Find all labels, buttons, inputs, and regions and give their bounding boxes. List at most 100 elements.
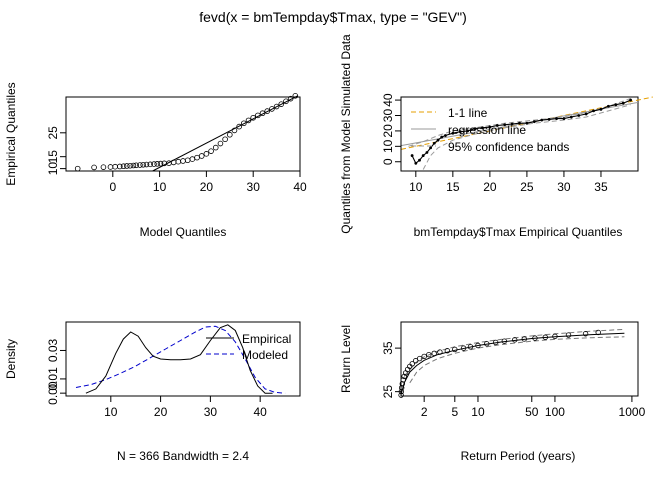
- qq2-point: [555, 117, 558, 120]
- qq-point: [264, 108, 271, 114]
- qq-y-tick-label: 25: [46, 126, 60, 140]
- qq2-point: [458, 130, 462, 134]
- return-point: [595, 329, 601, 336]
- qq2-point: [510, 122, 514, 126]
- qq2-point: [547, 117, 551, 121]
- qq-point: [140, 161, 147, 168]
- panel-density: Empirical Modeled 10 20 30 40 0.000.010.03 …: [4, 321, 301, 463]
- qq-xlabel: Model Quantiles: [140, 225, 227, 239]
- qq2-point: [518, 121, 521, 125]
- qq-point: [227, 131, 233, 138]
- qq-x-axis: 0 10 20 30 40: [109, 170, 307, 194]
- return-point: [421, 353, 427, 360]
- return-point: [460, 345, 467, 351]
- return-point: [565, 332, 572, 338]
- return-x-tick-label: 100: [545, 405, 565, 419]
- density-xlabel: N = 366 Bandwidth = 2.4: [117, 449, 249, 463]
- qq-point: [133, 162, 140, 169]
- qq-point: [278, 101, 285, 107]
- qq-point: [100, 164, 107, 170]
- qq-point: [184, 157, 191, 164]
- qq2-point: [414, 161, 418, 165]
- return-point: [399, 381, 406, 387]
- qq2-point: [418, 158, 421, 162]
- qq2-point: [592, 109, 595, 113]
- qq-point: [107, 164, 114, 170]
- return-point: [398, 385, 405, 391]
- qq2-y-tick-label: 10: [381, 139, 395, 153]
- return-x-axis: 2 5 10 50 100 1000: [421, 395, 646, 419]
- return-point: [532, 335, 538, 341]
- qq-point: [236, 123, 242, 130]
- density-x-axis: 10 20 30 40: [104, 395, 267, 419]
- return-y-tick-label: 35: [381, 341, 395, 355]
- qq2-legend: 1-1 line regression line 95% confidence …: [411, 106, 569, 154]
- qq2-point: [532, 120, 536, 124]
- return-point: [511, 337, 518, 343]
- return-x-tick-label: 10: [471, 405, 485, 419]
- return-point: [444, 348, 451, 354]
- return-x-tick-label: 2: [421, 405, 428, 419]
- qq2-point: [432, 141, 436, 145]
- return-y-axis: 25 35: [381, 341, 402, 398]
- qq2-point: [584, 112, 588, 116]
- legend-label-modeled: Modeled: [242, 348, 288, 362]
- qq2-point: [481, 126, 484, 130]
- qq-point: [231, 127, 238, 134]
- density-y-axis: 0.000.01 0.03: [46, 338, 67, 405]
- qq-point: [180, 158, 186, 164]
- qq-point: [198, 153, 205, 159]
- qq-point: [189, 156, 196, 162]
- density-y-tick-label: 0.00: [46, 381, 60, 405]
- qq2-point: [540, 118, 544, 122]
- return-xlabel: Return Period (years): [461, 449, 576, 463]
- qq2-ci-upper: [408, 98, 631, 147]
- qq-point: [91, 164, 97, 171]
- qq-point: [194, 154, 200, 161]
- return-point: [437, 349, 443, 355]
- qq2-point: [606, 104, 610, 108]
- return-x-tick-label: 5: [451, 405, 458, 419]
- qq-frame: [65, 96, 301, 172]
- qq2-point: [562, 117, 566, 120]
- return-point: [426, 351, 432, 358]
- density-marks: [75, 324, 286, 394]
- return-point: [542, 334, 549, 340]
- qq2-ylabel: Quantiles from Model Simulated Data: [339, 34, 353, 234]
- qq-y-tick-label: 10: [46, 162, 60, 176]
- qq-point: [154, 161, 161, 167]
- density-ylabel: Density: [4, 339, 18, 379]
- qq-point: [170, 159, 177, 166]
- qq2-point: [488, 125, 492, 129]
- return-ci-lower: [409, 336, 625, 384]
- return-point: [401, 373, 407, 380]
- return-fit-line: [400, 332, 625, 394]
- qq-point: [137, 162, 143, 168]
- qq-point: [212, 144, 219, 151]
- qq-point: [283, 98, 289, 105]
- qq2-point: [436, 138, 440, 142]
- qq2-x-tick-label: 15: [446, 180, 460, 194]
- qq-point: [203, 151, 210, 157]
- legend-label-1-1: 1-1 line: [448, 106, 488, 120]
- qq2-point: [421, 154, 425, 157]
- qq-point: [143, 161, 150, 168]
- return-point: [412, 358, 419, 364]
- qq2-ci-lower: [422, 104, 631, 170]
- qq-point: [208, 148, 214, 154]
- qq-point: [120, 163, 127, 170]
- qq-point: [222, 136, 228, 143]
- legend-label-regression: regression line: [448, 123, 526, 137]
- qq-point: [124, 163, 130, 169]
- return-marks: [398, 328, 625, 398]
- qq2-point: [577, 114, 581, 117]
- qq2-point: [569, 115, 573, 119]
- qq-x-tick-label: 0: [109, 180, 116, 194]
- return-point: [475, 342, 481, 349]
- qq-point: [241, 120, 247, 127]
- return-point: [582, 331, 589, 337]
- density-empirical-line: [85, 324, 273, 394]
